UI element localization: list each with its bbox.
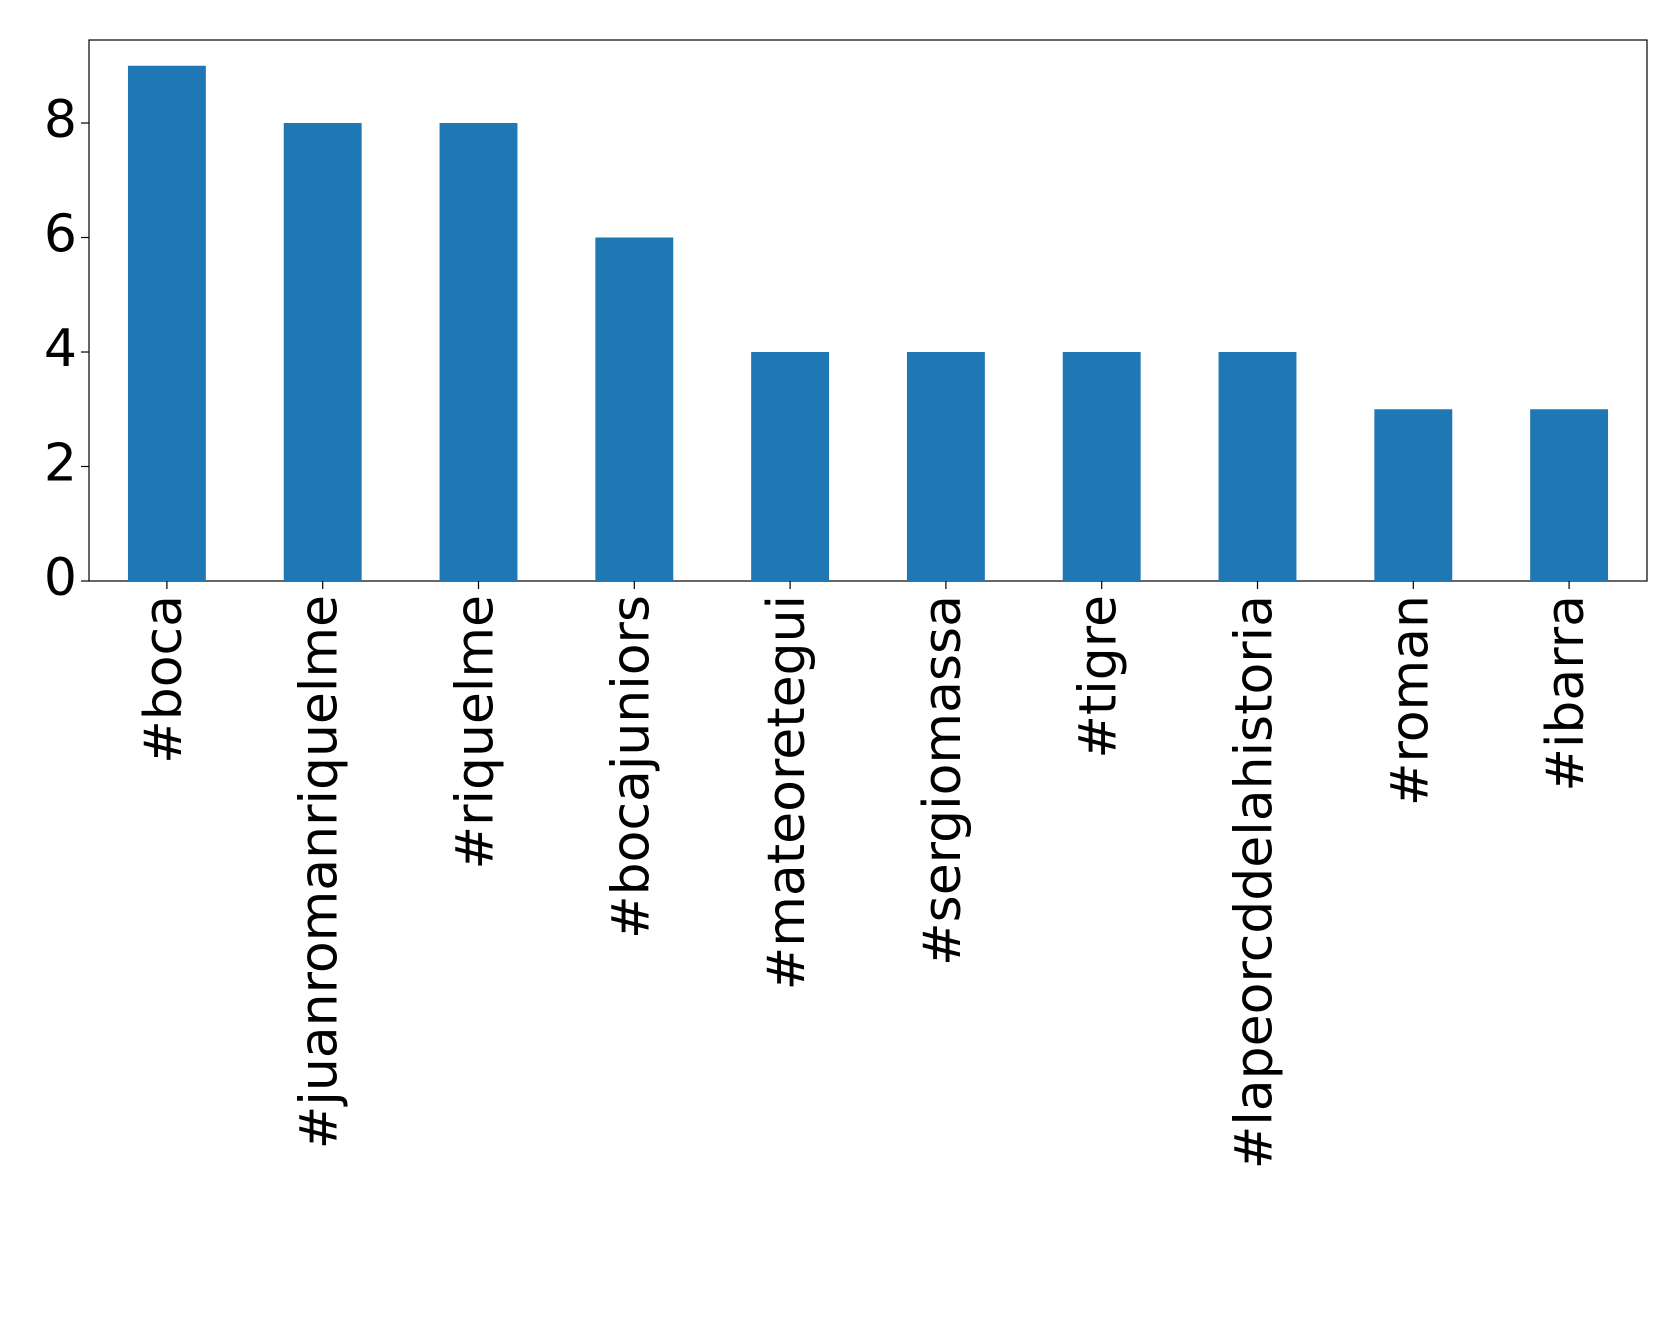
bar <box>595 237 674 581</box>
bar <box>439 123 518 581</box>
x-tick-label: #boca <box>134 595 194 764</box>
y-tick-label: 2 <box>44 434 77 494</box>
y-tick-label: 0 <box>44 548 77 608</box>
x-tick-label: #lapeorcddelahistoria <box>1225 595 1285 1169</box>
x-tick-label: #roman <box>1380 595 1440 806</box>
bar <box>906 352 985 581</box>
bar <box>1530 409 1609 581</box>
x-tick-label: #tigre <box>1069 595 1129 759</box>
bar <box>751 352 830 581</box>
y-tick-label: 4 <box>44 319 77 379</box>
bar <box>283 123 362 581</box>
x-tick-label: #juanromanriquelme <box>290 595 350 1149</box>
x-tick-label: #ibarra <box>1536 595 1596 792</box>
bar <box>1218 352 1297 581</box>
y-tick-label: 6 <box>44 205 77 265</box>
plot-frame <box>88 39 1648 582</box>
x-tick-label: #sergiomassa <box>913 595 973 966</box>
bar <box>1062 352 1141 581</box>
y-tick-label: 8 <box>44 90 77 150</box>
bar <box>1374 409 1453 581</box>
bar <box>127 65 206 581</box>
x-tick-label: #bocajuniors <box>601 595 661 939</box>
x-tick-label: #mateoretegui <box>757 595 817 990</box>
x-tick-label: #riquelme <box>446 595 506 869</box>
